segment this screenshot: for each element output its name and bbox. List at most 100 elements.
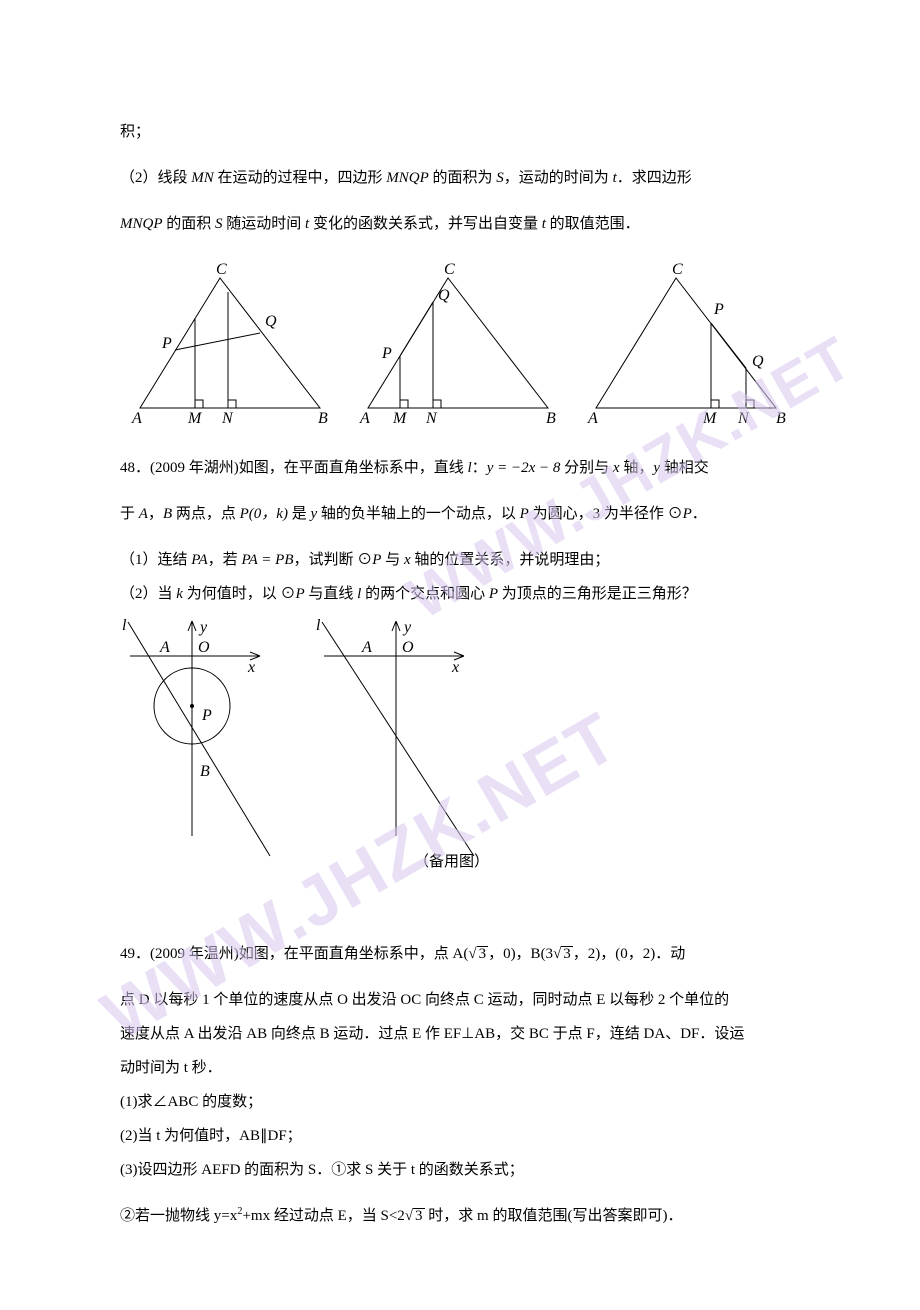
text: 的面积为: [429, 170, 497, 186]
var-pa: PA: [191, 552, 207, 568]
var-p: P: [295, 586, 304, 602]
label-a: A: [359, 410, 370, 427]
q48-figures-row: l y x O A P B l y x O: [120, 616, 800, 876]
label-n: N: [425, 410, 438, 427]
q48-figure-2: l y x O A （备用图）: [304, 616, 504, 876]
text: 分别与: [560, 460, 613, 476]
var-x: x: [613, 460, 620, 476]
label-a: A: [361, 639, 372, 656]
q49-p4: ②若一抛物线 y=x2+mx 经过动点 E，当 S<2√3 时，求 m 的取值范…: [120, 1204, 800, 1228]
text: ，0)，B(3: [488, 946, 553, 962]
var-p: P: [520, 506, 529, 522]
text: ②若一抛物线 y=x: [120, 1208, 237, 1224]
label-b: B: [546, 410, 556, 427]
label-l: l: [122, 617, 127, 634]
text: 的面积: [163, 216, 216, 232]
var-k: k: [176, 586, 183, 602]
label-o: O: [198, 639, 210, 656]
q48-figure-1: l y x O A P B: [120, 616, 280, 876]
label-c: C: [444, 261, 455, 278]
label-o: O: [402, 639, 414, 656]
text: (2)当 t 为何值时，AB∥DF；: [120, 1128, 302, 1144]
text: +mx 经过动点 E，当 S<2: [242, 1208, 404, 1224]
q49-l2: 点 D 以每秒 1 个单位的速度从点 O 出发沿 OC 向终点 C 运动，同时动…: [120, 988, 800, 1012]
text: 为何值时，以 ⊙: [183, 586, 296, 602]
label-b: B: [318, 410, 328, 427]
label-b: B: [200, 763, 210, 780]
sqrt3: 3: [561, 946, 573, 962]
var-mn: MN: [191, 170, 214, 186]
body-text: MNQP 的面积 S 随运动时间 t 变化的函数关系式，并写出自变量 t 的取值…: [120, 212, 800, 236]
label-p: P: [161, 335, 172, 352]
text: 轴的负半轴上的一个动点，以: [317, 506, 520, 522]
text: 轴相交: [660, 460, 709, 476]
text: ，试判断 ⊙: [294, 552, 373, 568]
text: （2）线段: [120, 170, 191, 186]
var-mnqp: MNQP: [120, 216, 163, 232]
text: 于: [120, 506, 139, 522]
triangle-figure-2: A B C P Q M N: [348, 258, 568, 428]
var-x: x: [404, 552, 411, 568]
var-s: S: [496, 170, 504, 186]
var-s: S: [215, 216, 223, 232]
text: ，: [148, 506, 163, 522]
q48-part2: （2）当 k 为何值时，以 ⊙P 与直线 l 的两个交点和圆心 P 为顶点的三角…: [120, 582, 800, 606]
label-q: Q: [438, 287, 450, 304]
text: 的两个交点和圆心: [361, 586, 489, 602]
label-m: M: [187, 410, 203, 427]
label-n: N: [737, 410, 750, 427]
var-y: y: [653, 460, 660, 476]
text: 随运动时间: [223, 216, 306, 232]
text: 点 D 以每秒 1 个单位的速度从点 O 出发沿 OC 向终点 C 运动，同时动…: [120, 992, 729, 1008]
q48-heading: 48．(2009 年湖州)如图，在平面直角坐标系中，直线 l：y = −2x −…: [120, 456, 800, 480]
text: 在运动的过程中，四边形: [214, 170, 387, 186]
label-a: A: [131, 410, 142, 427]
var-p: P: [489, 586, 498, 602]
var-a: A: [139, 506, 148, 522]
text: （2）当: [120, 586, 176, 602]
text: 与: [381, 552, 404, 568]
text: 48．(2009 年湖州)如图，在平面直角坐标系中，直线: [120, 460, 468, 476]
label-x: x: [451, 659, 459, 676]
text: 是: [288, 506, 311, 522]
text: （1）连结: [120, 552, 191, 568]
q49-l3: 速度从点 A 出发沿 AB 向终点 B 运动．过点 E 作 EF⊥AB，交 BC…: [120, 1022, 800, 1046]
label-q: Q: [265, 313, 277, 330]
sqrt3: 3: [477, 946, 489, 962]
var-p: P(0，k): [240, 506, 288, 522]
label-m: M: [702, 410, 718, 427]
page-container: WWW.JHZK.NET WWW.JHZK.NET 积； （2）线段 MN 在运…: [0, 0, 920, 1310]
sqrt3: 3: [413, 1208, 425, 1224]
var-mnqp: MNQP: [386, 170, 429, 186]
body-text: （2）线段 MN 在运动的过程中，四边形 MNQP 的面积为 S，运动的时间为 …: [120, 166, 800, 190]
label-q: Q: [752, 353, 764, 370]
q48-part1: （1）连结 PA，若 PA = PB，试判断 ⊙P 与 x 轴的位置关系，并说明…: [120, 548, 800, 572]
label-y: y: [198, 619, 208, 636]
text: 轴的位置关系，并说明理由；: [411, 552, 610, 568]
label-x: x: [247, 659, 255, 676]
text: ，运动的时间为: [504, 170, 613, 186]
q49-heading: 49．(2009 年温州)如图，在平面直角坐标系中，点 A(√3，0)，B(3√…: [120, 942, 800, 966]
triangle-figure-1: A B C P Q M N: [120, 258, 340, 428]
text: 为顶点的三角形是正三角形？: [498, 586, 697, 602]
text: 动时间为 t 秒．: [120, 1060, 222, 1076]
q48-line2: 于 A，B 两点，点 P(0，k) 是 y 轴的负半轴上的一个动点，以 P 为圆…: [120, 502, 800, 526]
body-text: 积；: [120, 120, 800, 144]
text: 为圆心，3 为半径作 ⊙: [529, 506, 683, 522]
text: 两点，点: [172, 506, 240, 522]
text: 时，求 m 的取值范围(写出答案即可)．: [425, 1208, 683, 1224]
label-y: y: [402, 619, 412, 636]
label-p: P: [381, 345, 392, 362]
label-b: B: [776, 410, 786, 427]
label-l: l: [316, 617, 321, 634]
text: ：: [472, 460, 487, 476]
text: 与直线: [305, 586, 358, 602]
q49-l4: 动时间为 t 秒．: [120, 1056, 800, 1080]
var-p: P: [683, 506, 692, 522]
q49-p1: (1)求∠ABC 的度数；: [120, 1090, 800, 1114]
spare-label: （备用图）: [414, 853, 489, 870]
label-p: P: [201, 707, 212, 724]
label-m: M: [392, 410, 408, 427]
text: 积；: [120, 124, 150, 140]
q49-p3: (3)设四边形 AEFD 的面积为 S．①求 S 关于 t 的函数关系式；: [120, 1158, 800, 1182]
